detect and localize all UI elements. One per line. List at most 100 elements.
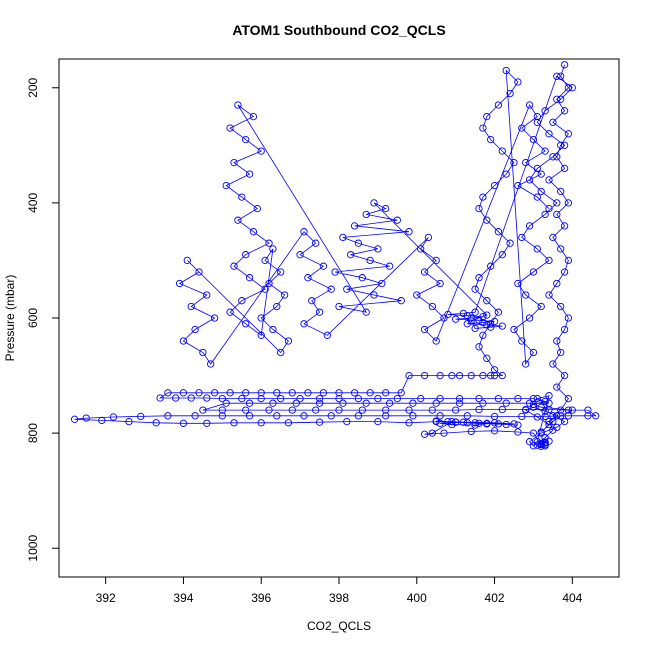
x-axis: 392 394 396 398 400 402 404: [96, 576, 583, 605]
y-tick-label: 1000: [26, 535, 40, 562]
data-point: [432, 399, 440, 407]
data-point: [424, 233, 433, 242]
data-point: [288, 389, 296, 397]
data-point: [560, 141, 569, 149]
data-point: [514, 428, 522, 436]
data-point: [374, 417, 382, 426]
data-point: [242, 135, 250, 144]
data-point: [417, 245, 425, 253]
data-point: [498, 251, 506, 259]
data-point: [522, 158, 530, 167]
data-point: [230, 419, 238, 427]
data-point: [331, 268, 339, 276]
data-point: [541, 210, 549, 219]
data-point: [288, 406, 296, 414]
data-point: [560, 417, 569, 426]
data-point: [242, 406, 250, 414]
data-point: [362, 210, 370, 219]
data-point: [417, 394, 425, 403]
data-point: [463, 312, 471, 320]
data-point: [405, 406, 413, 414]
data-point: [440, 429, 448, 437]
data-point: [405, 228, 413, 236]
data-point: [300, 320, 308, 328]
data-point: [529, 394, 538, 403]
data-point: [498, 147, 506, 155]
data-point: [557, 406, 565, 414]
data-point: [315, 418, 324, 426]
data-point: [378, 279, 386, 288]
data-point: [537, 428, 545, 436]
data-point: [393, 394, 401, 403]
data-point: [471, 308, 479, 316]
data-point: [125, 417, 133, 426]
data-point: [448, 371, 456, 380]
data-point: [553, 72, 561, 80]
data-point: [545, 392, 553, 400]
data-point: [506, 89, 514, 98]
data-point: [245, 412, 254, 420]
data-point: [296, 394, 304, 403]
data-point: [312, 239, 320, 247]
data-point: [549, 153, 557, 161]
x-tick-label: 392: [96, 591, 116, 605]
data-point: [545, 291, 553, 299]
data-point: [564, 84, 573, 92]
data-point: [448, 420, 456, 429]
data-point: [467, 314, 475, 322]
data-point: [218, 406, 226, 414]
data-point: [494, 308, 503, 316]
data-point: [553, 383, 561, 391]
data-point: [514, 78, 522, 86]
data-point: [568, 406, 576, 414]
data-point: [432, 337, 440, 345]
y-tick-label: 400: [26, 193, 40, 213]
data-point: [420, 268, 429, 276]
data-point: [432, 417, 440, 426]
data-point: [436, 371, 444, 380]
data-point: [261, 285, 269, 293]
data-point: [479, 371, 487, 380]
data-point: [179, 337, 188, 345]
data-point: [533, 193, 541, 201]
data-point: [553, 210, 561, 219]
data-point: [238, 193, 246, 201]
data-point: [203, 419, 211, 427]
data-point: [564, 256, 573, 265]
data-point: [564, 412, 573, 420]
data-point: [490, 317, 499, 326]
data-point: [455, 371, 464, 380]
data-point: [366, 256, 374, 265]
data-point: [245, 399, 254, 407]
data-point: [498, 322, 506, 330]
data-point: [459, 418, 468, 426]
data-point: [164, 389, 172, 397]
data-point: [537, 187, 545, 196]
data-point: [522, 405, 530, 414]
x-tick-label: 402: [485, 591, 505, 605]
data-point: [560, 325, 569, 334]
data-point: [541, 397, 549, 406]
data-point: [545, 417, 553, 426]
data-point: [475, 405, 483, 414]
data-point: [327, 285, 335, 293]
y-tick-label: 200: [26, 77, 40, 97]
data-point: [553, 279, 561, 288]
data-point: [471, 419, 479, 427]
data-point: [393, 216, 401, 224]
data-point: [487, 262, 495, 270]
data-point: [568, 84, 576, 92]
data-point: [280, 291, 289, 299]
data-point: [560, 268, 569, 276]
data-point: [525, 176, 534, 184]
data-point: [479, 193, 487, 201]
data-point: [249, 228, 258, 236]
data-point: [428, 406, 436, 414]
data-point: [343, 285, 351, 293]
data-point: [557, 187, 565, 196]
data-point: [257, 389, 265, 397]
data-point: [265, 279, 273, 288]
data-point: [475, 419, 483, 427]
data-point: [533, 164, 541, 173]
data-point: [498, 405, 506, 414]
